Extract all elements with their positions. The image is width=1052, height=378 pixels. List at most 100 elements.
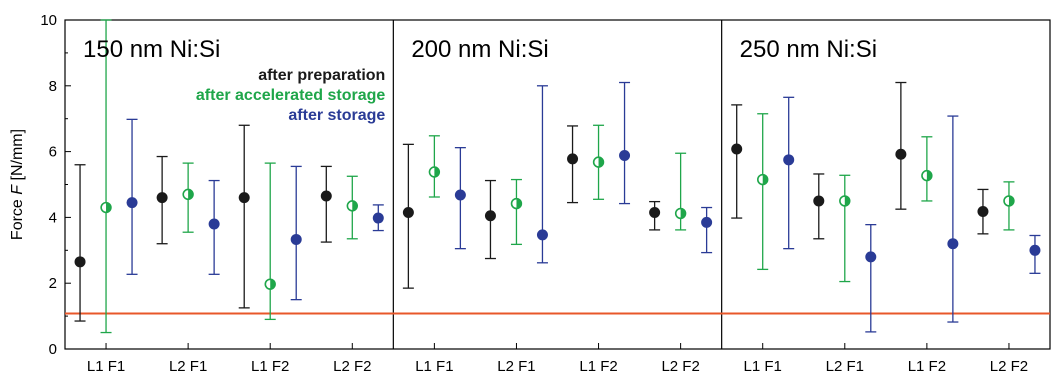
data-point-half xyxy=(926,170,932,181)
x-tick-label: L1 F2 xyxy=(251,358,289,375)
data-point-group xyxy=(264,162,276,321)
data-point-half xyxy=(434,167,440,177)
x-tick-label: L1 F1 xyxy=(415,358,453,375)
data-point xyxy=(454,189,466,201)
y-tick-label: 4 xyxy=(49,209,57,226)
data-point xyxy=(156,192,168,204)
data-point-group xyxy=(238,124,250,309)
data-point xyxy=(783,154,795,166)
panel-titles: 150 nm Ni:Si 200 nm Ni:Si 250 nm Ni:Si xyxy=(83,36,877,63)
legend-entry: after preparation xyxy=(258,67,385,84)
data-point-half xyxy=(106,202,111,213)
data-point-group xyxy=(100,19,112,334)
data-point-group xyxy=(182,162,194,233)
data-point-group xyxy=(208,179,220,275)
data-point-group xyxy=(1029,234,1041,274)
data-point-group xyxy=(649,200,661,231)
data-point-group xyxy=(567,125,579,204)
data-point-group xyxy=(74,164,86,322)
data-point xyxy=(484,210,496,222)
data-point xyxy=(126,197,138,209)
data-point xyxy=(701,216,713,228)
data-point-group xyxy=(701,206,713,254)
data-point xyxy=(731,143,743,155)
data-point-group xyxy=(346,175,358,240)
x-tick-label: L1 F2 xyxy=(579,358,617,375)
data-marks xyxy=(74,19,1041,334)
data-point-half xyxy=(844,196,850,206)
x-tick-label: L2 F1 xyxy=(169,358,207,375)
data-point xyxy=(402,206,414,218)
data-point xyxy=(865,251,877,263)
y-tick-label: 2 xyxy=(49,275,57,292)
x-tick-label: L1 F2 xyxy=(908,358,946,375)
x-tick-label: L2 F2 xyxy=(333,358,371,375)
data-point-group xyxy=(839,174,851,283)
legend: after preparation after accelerated stora… xyxy=(196,67,386,124)
y-axis-label: Force F [N/mm] xyxy=(9,129,26,240)
data-point xyxy=(649,206,661,218)
data-point-group xyxy=(536,85,548,264)
data-point-group xyxy=(592,124,605,200)
panel-title: 200 nm Ni:Si xyxy=(411,36,548,63)
data-point-group xyxy=(402,143,414,289)
panel-title: 150 nm Ni:Si xyxy=(83,36,220,63)
data-point-group xyxy=(619,81,631,205)
plot-frame xyxy=(64,19,1051,350)
data-point-group xyxy=(1003,181,1015,231)
axis-labels: 0 2 4 6 8 10 Force F [N/mm] L1 F1 L2 F1 L1 F2 L2 F… xyxy=(9,12,1028,375)
data-point-group xyxy=(156,155,168,245)
data-point xyxy=(895,148,907,160)
y-tick-label: 10 xyxy=(40,12,57,29)
data-point-half xyxy=(270,279,276,290)
data-point-group xyxy=(977,188,989,235)
data-point-group xyxy=(428,135,441,198)
data-point-group xyxy=(320,165,332,243)
data-point-group xyxy=(947,115,959,323)
y-axis-label-prefix: Force xyxy=(9,195,26,240)
x-tick-label: L1 F1 xyxy=(87,358,125,375)
data-point-half xyxy=(188,189,194,200)
data-point-half xyxy=(1008,196,1014,206)
data-point xyxy=(977,205,989,217)
data-point-group xyxy=(813,173,825,240)
data-point xyxy=(74,256,86,268)
data-point-half xyxy=(516,198,522,209)
data-point-group xyxy=(290,165,302,301)
data-point xyxy=(813,195,825,207)
y-tick-label: 0 xyxy=(49,341,57,358)
data-point-group xyxy=(510,178,523,246)
x-tick-label: L2 F1 xyxy=(497,358,535,375)
data-point-group xyxy=(865,223,877,333)
data-point xyxy=(372,212,384,224)
data-point-group xyxy=(372,204,384,232)
data-point-group xyxy=(674,152,687,231)
data-point-half xyxy=(352,200,358,211)
y-axis-label-unit: [N/mm] xyxy=(9,129,26,185)
x-tick-label: L2 F2 xyxy=(661,358,699,375)
plot-border xyxy=(64,19,1051,350)
data-point xyxy=(619,150,631,162)
data-point-half xyxy=(598,157,604,168)
data-point xyxy=(1029,244,1041,256)
x-tick-label: L1 F1 xyxy=(744,358,782,375)
legend-entry: after accelerated storage xyxy=(196,87,386,104)
data-point-group xyxy=(895,81,907,210)
data-point-group xyxy=(757,113,769,271)
data-point xyxy=(290,233,302,245)
y-axis-label-variable: F xyxy=(9,184,26,195)
legend-entry: after storage xyxy=(288,107,385,124)
x-tick-label: L2 F1 xyxy=(826,358,864,375)
data-point xyxy=(536,229,548,241)
data-point-group xyxy=(731,104,743,219)
data-point xyxy=(567,153,579,165)
data-point-group xyxy=(484,179,496,260)
y-tick-label: 8 xyxy=(49,78,57,95)
data-point-group xyxy=(921,136,933,202)
data-point xyxy=(947,238,959,250)
panel-title: 250 nm Ni:Si xyxy=(740,36,877,63)
data-point xyxy=(208,218,220,230)
data-point xyxy=(238,192,250,204)
data-point xyxy=(320,190,332,202)
